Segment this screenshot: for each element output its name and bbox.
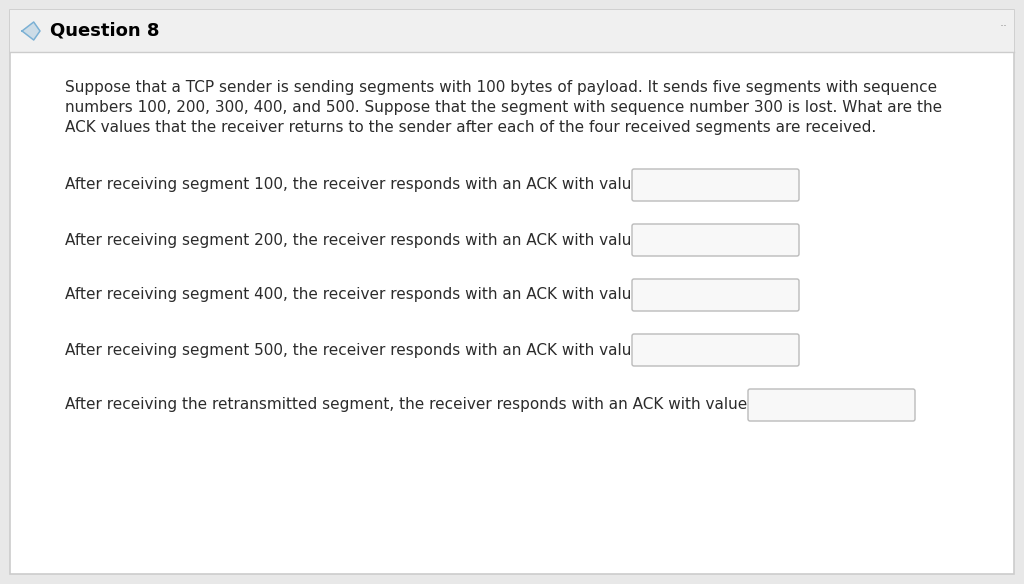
Text: After receiving segment 500, the receiver responds with an ACK with value:: After receiving segment 500, the receive… (65, 342, 646, 357)
FancyBboxPatch shape (632, 169, 799, 201)
FancyBboxPatch shape (10, 10, 1014, 52)
Text: ..: .. (1000, 16, 1008, 29)
Text: Suppose that a TCP sender is sending segments with 100 bytes of payload. It send: Suppose that a TCP sender is sending seg… (65, 80, 937, 95)
FancyBboxPatch shape (10, 10, 1014, 574)
Text: After receiving the retransmitted segment, the receiver responds with an ACK wit: After receiving the retransmitted segmen… (65, 398, 753, 412)
Text: Question 8: Question 8 (50, 22, 160, 40)
Text: After receiving segment 200, the receiver responds with an ACK with value:: After receiving segment 200, the receive… (65, 232, 646, 248)
FancyBboxPatch shape (632, 334, 799, 366)
Text: ACK values that the receiver returns to the sender after each of the four receiv: ACK values that the receiver returns to … (65, 120, 877, 135)
FancyBboxPatch shape (748, 389, 915, 421)
Text: numbers 100, 200, 300, 400, and 500. Suppose that the segment with sequence numb: numbers 100, 200, 300, 400, and 500. Sup… (65, 100, 942, 115)
Polygon shape (22, 22, 40, 40)
Text: After receiving segment 400, the receiver responds with an ACK with value:: After receiving segment 400, the receive… (65, 287, 646, 303)
FancyBboxPatch shape (632, 279, 799, 311)
FancyBboxPatch shape (632, 224, 799, 256)
Text: After receiving segment 100, the receiver responds with an ACK with value:: After receiving segment 100, the receive… (65, 178, 646, 193)
